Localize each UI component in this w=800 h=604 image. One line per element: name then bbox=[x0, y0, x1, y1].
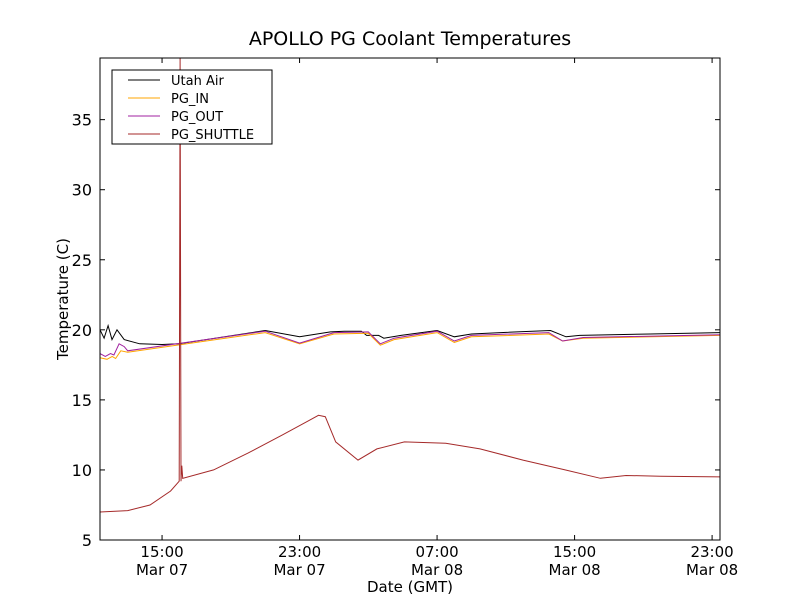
chart-title: APOLLO PG Coolant Temperatures bbox=[249, 28, 571, 50]
y-tick-label: 30 bbox=[72, 181, 92, 200]
x-tick-label-time: 23:00 bbox=[278, 543, 321, 561]
x-tick-label-date: Mar 08 bbox=[411, 561, 463, 579]
y-axis-label: Temperature (C) bbox=[54, 238, 72, 361]
series-line-pg-in bbox=[99, 332, 721, 360]
y-tick-label: 25 bbox=[72, 251, 92, 270]
legend: Utah Air PG_IN PG_OUT PG_SHUTTLE bbox=[111, 69, 273, 145]
plot-frame bbox=[99, 57, 721, 541]
x-tick-label-time: 07:00 bbox=[415, 543, 458, 561]
x-tick-label-date: Mar 08 bbox=[549, 561, 601, 579]
legend-label: PG_OUT bbox=[171, 110, 223, 125]
y-tick-label: 15 bbox=[72, 391, 92, 410]
x-tick-label-date: Mar 07 bbox=[136, 561, 188, 579]
y-tick-label: 35 bbox=[72, 111, 92, 130]
legend-label: PG_SHUTTLE bbox=[171, 128, 254, 143]
y-tick-label: 10 bbox=[72, 461, 92, 480]
legend-label: Utah Air bbox=[171, 74, 224, 89]
x-axis-label: Date (GMT) bbox=[367, 578, 453, 596]
series-line-utah-air bbox=[99, 323, 721, 346]
legend-label: PG_IN bbox=[171, 92, 209, 107]
y-tick-label: 20 bbox=[72, 321, 92, 340]
legend-box bbox=[111, 69, 273, 145]
series-line-pg-out bbox=[99, 330, 721, 357]
series-line-pg-shuttle bbox=[99, 57, 721, 513]
y-tick-label: 5 bbox=[82, 531, 92, 550]
x-tick-label-time: 15:00 bbox=[140, 543, 183, 561]
x-tick-label-time: 15:00 bbox=[553, 543, 596, 561]
x-tick-label-date: Mar 07 bbox=[273, 561, 325, 579]
x-tick-label-date: Mar 08 bbox=[686, 561, 738, 579]
x-tick-label-time: 23:00 bbox=[690, 543, 733, 561]
